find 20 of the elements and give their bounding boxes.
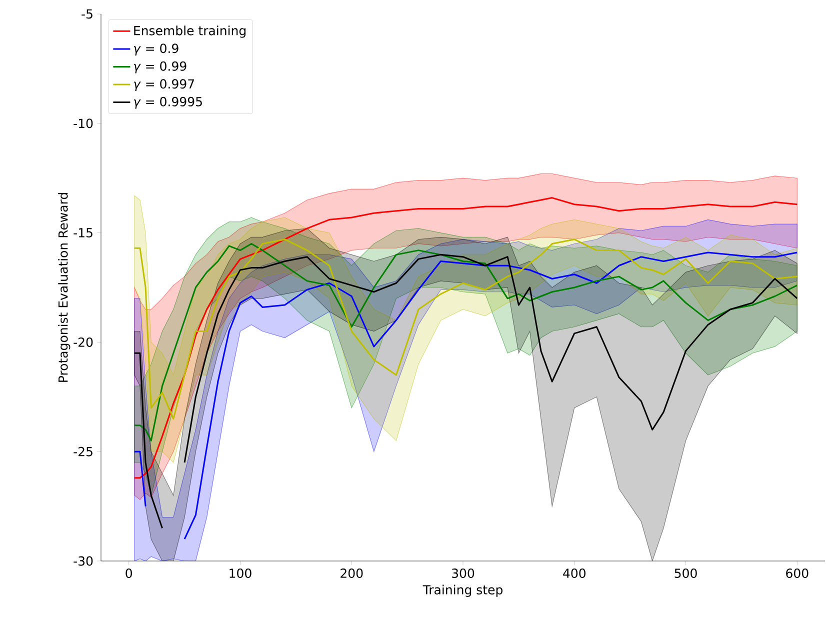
y-tick-label: -5 [82, 9, 92, 19]
x-tick-label: 400 [563, 568, 586, 578]
y-tick-label: -20 [74, 337, 93, 347]
x-tick-label: 500 [674, 568, 697, 578]
y-tick-label: -10 [74, 118, 93, 128]
y-tick-label: -15 [74, 228, 92, 238]
y-tick-label: -25 [74, 446, 92, 456]
x-tick-label: 300 [452, 568, 474, 578]
legend-label: γ = 0.9995 [134, 96, 202, 109]
x-tick-label: 100 [230, 568, 252, 578]
x-tick-label: 200 [340, 568, 363, 578]
y-tick-label: -30 [74, 556, 93, 566]
y-axis-title: Protagonist Evaluation Reward [58, 192, 70, 382]
x-tick-label: 600 [786, 568, 808, 578]
legend-label: γ = 0.997 [134, 79, 194, 92]
legend-label: γ = 0.99 [134, 61, 186, 74]
legend-label: γ = 0.9 [134, 44, 178, 56]
x-tick-label: 0 [126, 568, 132, 578]
x-axis-title: Training step [422, 584, 502, 597]
legend-label: Ensemble training [134, 26, 246, 38]
